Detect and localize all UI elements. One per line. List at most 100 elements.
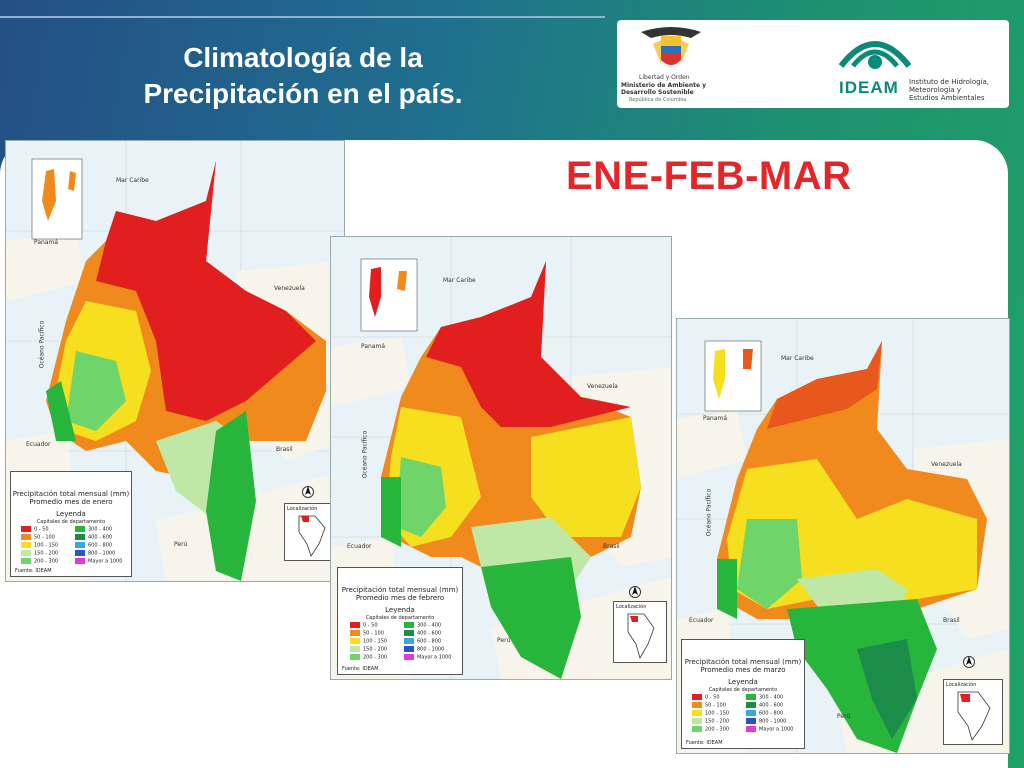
legend-range-label: 100 - 150 bbox=[363, 638, 388, 645]
legend-class-item: 800 - 1000 bbox=[746, 718, 786, 725]
legend-range-label: 200 - 300 bbox=[363, 654, 388, 661]
ministry-text-3: Desarrollo Sostenible bbox=[621, 89, 694, 96]
legend-capitales: Capitales de departamento bbox=[36, 519, 106, 525]
legend-range-label: 0 - 50 bbox=[34, 526, 49, 533]
label-panama: Panamá bbox=[34, 239, 59, 246]
south-america-icon bbox=[298, 515, 326, 557]
legend-class-item: Mayor a 1000 bbox=[746, 726, 793, 733]
legend-range-label: 0 - 50 bbox=[705, 694, 720, 701]
ministry-text-1: Libertad y Orden bbox=[639, 74, 690, 81]
label-pacifico: Océano Pacífico bbox=[361, 430, 369, 479]
location-label: Localización bbox=[287, 506, 318, 512]
legend-range-label: 50 - 100 bbox=[34, 534, 55, 541]
legend-class-item: 600 - 800 bbox=[404, 638, 441, 645]
slide-title-line-1: Climatología de la bbox=[183, 42, 423, 73]
south-america-icon bbox=[957, 691, 991, 741]
legend-swatch bbox=[404, 646, 414, 652]
legend-swatch bbox=[692, 726, 702, 732]
legend-class-item: Mayor a 1000 bbox=[404, 654, 451, 661]
legend-subtitle: Promedio mes de enero bbox=[29, 498, 113, 506]
legend-range-label: 800 - 1000 bbox=[759, 718, 787, 725]
legend-swatch bbox=[75, 542, 85, 548]
label-caribe: Mar Caribe bbox=[781, 355, 814, 362]
legend-range-label: 150 - 200 bbox=[363, 646, 388, 653]
legend-swatch bbox=[746, 718, 756, 724]
label-peru: Perú bbox=[837, 713, 851, 720]
legend-range-label: 600 - 800 bbox=[88, 542, 113, 549]
legend-class-item: 0 - 50 bbox=[350, 622, 378, 629]
legend-range-label: 400 - 600 bbox=[88, 534, 113, 541]
legend-swatch bbox=[350, 638, 360, 644]
location-inset-march: Localización bbox=[943, 679, 1003, 745]
legend-title: Precipitación total mensual (mm) bbox=[12, 490, 130, 498]
legend-class-item: 200 - 300 bbox=[350, 654, 387, 661]
legend-range-label: Mayor a 1000 bbox=[759, 726, 794, 733]
legend-range-label: 0 - 50 bbox=[363, 622, 378, 629]
legend-range-label: 150 - 200 bbox=[34, 550, 59, 557]
legend-source: Fuente: IDEAM bbox=[342, 666, 379, 672]
legend-class-item: 50 - 100 bbox=[350, 630, 384, 637]
legend-swatch bbox=[692, 702, 702, 708]
legend-swatch bbox=[350, 646, 360, 652]
legend-february: Precipitación total mensual (mm) Promedi… bbox=[337, 567, 463, 675]
legend-class-item: 150 - 200 bbox=[21, 550, 58, 557]
label-peru: Perú bbox=[497, 637, 511, 644]
north-arrow-icon bbox=[302, 486, 314, 498]
map-february: Mar Caribe Panamá Océano Pacífico Venezu… bbox=[330, 236, 672, 680]
legend-class-grid: 0 - 50 300 - 400 50 - 100 400 - 600 100 - 15… bbox=[350, 622, 458, 662]
legend-swatch bbox=[350, 654, 360, 660]
legend-class-item: 100 - 150 bbox=[350, 638, 387, 645]
map-march-graphic bbox=[677, 319, 1009, 753]
legend-range-label: 300 - 400 bbox=[88, 526, 113, 533]
label-venezuela: Venezuela bbox=[587, 383, 618, 390]
legend-subtitle: Promedio mes de marzo bbox=[700, 666, 786, 674]
label-brasil: Brasil bbox=[943, 617, 960, 624]
legend-class-item: 150 - 200 bbox=[350, 646, 387, 653]
legend-swatch bbox=[746, 702, 756, 708]
legend-range-label: Mayor a 1000 bbox=[88, 558, 123, 565]
legend-class-item: 0 - 50 bbox=[692, 694, 720, 701]
ideam-text-2: Meteorología y bbox=[909, 86, 961, 94]
ideam-text-1: Instituto de Hidrología, bbox=[909, 78, 990, 86]
legend-range-label: 600 - 800 bbox=[417, 638, 442, 645]
legend-range-label: 200 - 300 bbox=[34, 558, 59, 565]
legend-range-label: 600 - 800 bbox=[759, 710, 784, 717]
label-peru: Perú bbox=[174, 541, 188, 548]
legend-range-label: 800 - 1000 bbox=[417, 646, 445, 653]
north-arrow-icon bbox=[629, 586, 641, 598]
legend-range-label: 400 - 600 bbox=[759, 702, 784, 709]
legend-swatch bbox=[75, 558, 85, 564]
title-divider bbox=[0, 16, 605, 18]
legend-class-item: 300 - 400 bbox=[75, 526, 112, 533]
legend-heading: Leyenda bbox=[728, 678, 758, 686]
legend-title: Precipitación total mensual (mm) bbox=[341, 586, 459, 594]
label-pacifico: Océano Pacífico bbox=[38, 320, 46, 369]
legend-swatch bbox=[75, 534, 85, 540]
legend-class-item: 200 - 300 bbox=[692, 726, 729, 733]
legend-swatch bbox=[692, 718, 702, 724]
legend-class-item: 50 - 100 bbox=[21, 534, 55, 541]
location-label: Localización bbox=[946, 682, 977, 688]
legend-title: Precipitación total mensual (mm) bbox=[684, 658, 802, 666]
legend-swatch bbox=[21, 534, 31, 540]
label-venezuela: Venezuela bbox=[931, 461, 962, 468]
legend-class-item: Mayor a 1000 bbox=[75, 558, 122, 565]
location-inset-january: Localización bbox=[284, 503, 338, 561]
label-brasil: Brasil bbox=[276, 446, 293, 453]
legend-class-item: 200 - 300 bbox=[21, 558, 58, 565]
legend-swatch bbox=[350, 630, 360, 636]
label-pacifico: Océano Pacífico bbox=[705, 488, 713, 537]
legend-swatch bbox=[692, 710, 702, 716]
label-caribe: Mar Caribe bbox=[116, 177, 149, 184]
legend-source: Fuente: IDEAM bbox=[686, 740, 723, 746]
legend-class-item: 600 - 800 bbox=[746, 710, 783, 717]
legend-january: Precipitación total mensual (mm) Promedi… bbox=[10, 471, 132, 577]
legend-class-grid: 0 - 50 300 - 400 50 - 100 400 - 600 100 - 15… bbox=[692, 694, 800, 734]
legend-class-item: 300 - 400 bbox=[746, 694, 783, 701]
legend-source: Fuente: IDEAM bbox=[15, 568, 52, 574]
legend-class-item: 150 - 200 bbox=[692, 718, 729, 725]
legend-class-item: 400 - 600 bbox=[75, 534, 112, 541]
legend-swatch bbox=[404, 638, 414, 644]
ideam-name: IDEAM bbox=[839, 78, 899, 97]
logo-banner: Libertad y Orden Ministerio de Ambiente … bbox=[617, 20, 1009, 108]
